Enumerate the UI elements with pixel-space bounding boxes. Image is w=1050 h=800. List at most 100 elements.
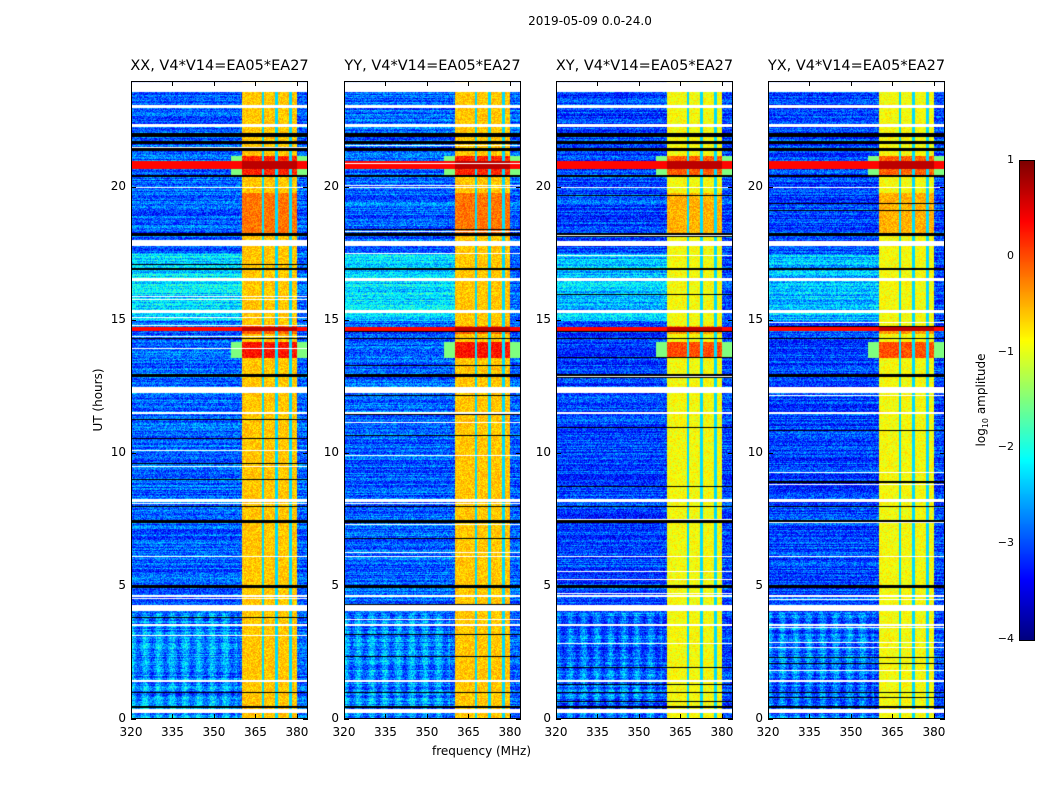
heatmap xyxy=(556,81,733,719)
x-tick-mark xyxy=(933,714,935,719)
y-tick-mark xyxy=(344,586,349,588)
heatmap xyxy=(131,81,308,719)
x-tick-label: 350 xyxy=(839,725,863,739)
y-tick-mark xyxy=(344,187,349,189)
y-tick-label: 5 xyxy=(543,578,551,593)
x-axis-label: frequency (MHz) xyxy=(432,744,532,758)
y-tick-mark xyxy=(303,453,308,455)
y-tick-mark xyxy=(556,187,561,189)
y-tick-label: 10 xyxy=(110,445,126,460)
y-tick-label: 5 xyxy=(118,578,126,593)
y-tick-mark xyxy=(516,320,521,322)
x-tick-label: 320 xyxy=(756,725,780,739)
x-tick-mark xyxy=(597,81,599,86)
x-tick-mark xyxy=(426,714,428,719)
x-tick-mark xyxy=(809,714,811,719)
x-tick-mark xyxy=(892,81,894,86)
panel-title: XX, V4*V14=EA05*EA27 xyxy=(130,58,309,74)
x-tick-mark xyxy=(172,81,174,86)
y-tick-mark xyxy=(940,453,945,455)
y-tick-label: 10 xyxy=(535,445,551,460)
y-tick-mark xyxy=(344,320,349,322)
y-tick-mark xyxy=(728,453,733,455)
heatmap xyxy=(344,81,521,719)
y-tick-label: 15 xyxy=(110,312,126,327)
x-tick-mark xyxy=(680,714,682,719)
figure-title: 2019-05-09 0.0-24.0 xyxy=(528,14,652,28)
y-tick-mark xyxy=(768,187,773,189)
x-tick-mark xyxy=(131,81,132,86)
y-tick-label: 20 xyxy=(323,179,339,194)
x-tick-label: 335 xyxy=(161,725,184,739)
y-tick-mark xyxy=(516,719,521,720)
x-tick-mark xyxy=(213,714,215,719)
y-tick-mark xyxy=(728,586,733,588)
axes-frame xyxy=(131,81,308,719)
colorbar-tick-label: −2 xyxy=(997,440,1014,454)
x-tick-mark xyxy=(509,714,511,719)
x-tick-mark xyxy=(509,81,511,86)
y-tick-mark xyxy=(940,187,945,189)
x-tick-mark xyxy=(344,81,345,86)
axes-frame xyxy=(768,81,945,719)
y-tick-mark xyxy=(728,320,733,322)
panel-title: XY, V4*V14=EA05*EA27 xyxy=(555,58,734,74)
y-tick-mark xyxy=(131,719,136,720)
y-tick-mark xyxy=(516,187,521,189)
y-tick-label: 10 xyxy=(323,445,339,460)
x-tick-mark xyxy=(850,714,852,719)
y-tick-label: 15 xyxy=(747,312,763,327)
panel-title: YY, V4*V14=EA05*EA27 xyxy=(344,58,521,74)
x-tick-label: 335 xyxy=(586,725,609,739)
y-tick-label: 5 xyxy=(331,578,339,593)
axes-frame xyxy=(556,81,733,719)
y-tick-mark xyxy=(556,453,561,455)
y-tick-mark xyxy=(131,453,136,455)
x-tick-mark xyxy=(768,714,769,719)
x-tick-label: 320 xyxy=(544,725,568,739)
y-tick-label: 0 xyxy=(755,711,763,725)
x-tick-label: 365 xyxy=(669,725,692,739)
x-tick-label: 350 xyxy=(202,725,226,739)
x-tick-label: 350 xyxy=(415,725,439,739)
x-tick-mark xyxy=(296,714,298,719)
y-tick-mark xyxy=(940,320,945,322)
x-tick-label: 320 xyxy=(119,725,143,739)
x-tick-label: 335 xyxy=(374,725,397,739)
y-tick-mark xyxy=(556,320,561,322)
y-tick-label: 20 xyxy=(535,179,551,194)
y-tick-label: 0 xyxy=(118,711,126,725)
x-tick-label: 380 xyxy=(498,725,522,739)
x-tick-label: 380 xyxy=(710,725,734,739)
y-tick-mark xyxy=(303,719,308,720)
axes-frame xyxy=(344,81,521,719)
y-axis-label: UT (hours) xyxy=(91,368,105,432)
y-tick-mark xyxy=(344,719,349,720)
y-tick-label: 0 xyxy=(331,711,339,725)
x-tick-label: 380 xyxy=(285,725,309,739)
x-tick-label: 320 xyxy=(332,725,356,739)
y-tick-mark xyxy=(768,320,773,322)
x-tick-mark xyxy=(131,714,132,719)
x-tick-mark xyxy=(172,714,174,719)
y-tick-mark xyxy=(131,586,136,588)
y-tick-mark xyxy=(728,719,733,720)
y-tick-label: 20 xyxy=(747,179,763,194)
x-tick-label: 365 xyxy=(244,725,267,739)
x-tick-mark xyxy=(638,714,640,719)
colorbar-label: log10 amplitude xyxy=(973,353,991,447)
y-tick-label: 0 xyxy=(543,711,551,725)
spectrogram-panel-1: XX, V4*V14=EA05*EA27 320 335 350 365 380 … xyxy=(111,58,309,739)
x-tick-mark xyxy=(721,714,723,719)
colorbar-tick-label: −3 xyxy=(997,536,1014,550)
x-tick-label: 350 xyxy=(627,725,651,739)
x-tick-mark xyxy=(255,714,257,719)
x-tick-mark xyxy=(809,81,811,86)
y-tick-mark xyxy=(940,719,945,720)
y-tick-mark xyxy=(303,320,308,322)
x-tick-mark xyxy=(468,714,470,719)
y-tick-mark xyxy=(556,586,561,588)
colorbar-tick-label: 0 xyxy=(1007,248,1014,262)
x-tick-mark xyxy=(556,714,557,719)
x-tick-mark xyxy=(638,81,640,86)
